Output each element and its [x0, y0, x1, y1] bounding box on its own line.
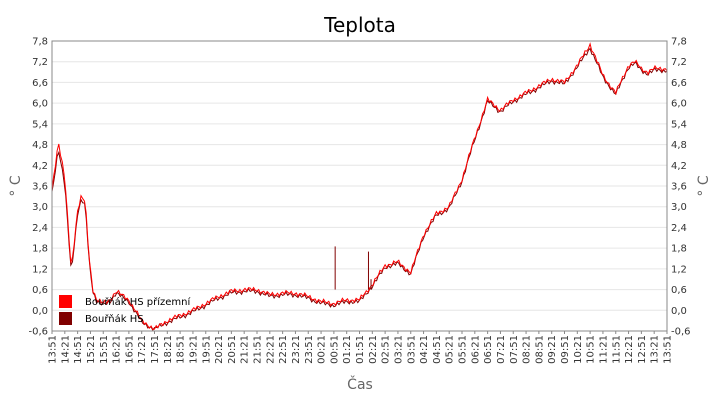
y-tick-label-right: 5,4: [671, 119, 687, 130]
x-axis-label: Čas: [347, 375, 373, 393]
y-tick-label-right: 7,2: [671, 57, 687, 68]
x-tick-label: 08:51: [534, 335, 545, 364]
y-tick-label-right: 3,6: [671, 182, 687, 193]
x-tick-label: 12:51: [637, 335, 648, 364]
x-tick-label: 03:51: [406, 335, 417, 364]
y-tick-label-left: 3,0: [32, 202, 48, 213]
x-tick-label: 15:21: [86, 335, 97, 364]
y-tick-label-right: -0,6: [671, 327, 691, 338]
y-tick-label-left: -0,6: [28, 327, 48, 338]
x-tick-label: 14:51: [73, 335, 84, 364]
legend-label: Bouřňák HS přízemní: [85, 296, 191, 308]
x-tick-label: 14:21: [60, 335, 71, 364]
y-tick-label-right: 6,0: [671, 99, 687, 110]
x-tick-label: 16:51: [124, 335, 135, 364]
grid: [52, 40, 667, 332]
y-tick-label-left: 0,6: [32, 285, 48, 296]
x-tick-label: 18:51: [176, 335, 187, 364]
x-tick-label: 15:51: [99, 335, 110, 364]
legend-swatch: [59, 312, 72, 325]
y-tick-label-right: 6,6: [671, 78, 687, 89]
x-tick-label: 13:21: [650, 335, 661, 364]
series-group: [51, 42, 668, 332]
x-tick-label: 11:21: [598, 335, 609, 364]
x-tick-label: 20:21: [214, 335, 225, 364]
x-tick-label: 04:51: [432, 335, 443, 364]
x-tick-label: 13:51: [48, 335, 59, 364]
series-line: [51, 42, 668, 330]
x-tick-label: 05:21: [445, 335, 456, 364]
x-tick-label: 21:51: [253, 335, 264, 364]
x-tick-label: 07:51: [509, 335, 520, 364]
y-tick-label-right: 7,8: [671, 37, 687, 48]
x-ticks: 13:51 14:21 14:51 15:21 15:51 16:21 16:51 17:21…: [48, 331, 674, 364]
x-tick-label: 09:21: [547, 335, 558, 364]
x-tick-label: 07:21: [496, 335, 507, 364]
x-tick-label: 06:21: [470, 335, 481, 364]
x-tick-label: 05:51: [458, 335, 469, 364]
y-axis-label-left: ° C: [8, 175, 24, 196]
y-tick-label-left: 7,2: [32, 57, 48, 68]
x-tick-label: 06:51: [483, 335, 494, 364]
x-tick-label: 00:51: [329, 335, 340, 364]
y-tick-label-right: 3,0: [671, 202, 687, 213]
y-tick-label-right: 2,4: [671, 223, 687, 234]
x-tick-label: 20:51: [227, 335, 238, 364]
y-tick-label-left: 6,6: [32, 78, 48, 89]
series-line: [51, 47, 668, 332]
x-tick-label: 03:21: [393, 335, 404, 364]
y-tick-label-left: 7,8: [32, 37, 48, 48]
x-tick-label: 23:21: [291, 335, 302, 364]
x-tick-label: 02:51: [381, 335, 392, 364]
y-tick-label-left: 5,4: [32, 119, 48, 130]
y-tick-label-left: 6,0: [32, 99, 48, 110]
x-tick-label: 22:21: [265, 335, 276, 364]
x-tick-label: 19:51: [201, 335, 212, 364]
y-tick-label-left: 4,8: [32, 140, 48, 151]
y-tick-label-left: 2,4: [32, 223, 48, 234]
x-tick-label: 01:21: [342, 335, 353, 364]
y-tick-label-left: 3,6: [32, 182, 48, 193]
x-tick-label: 01:51: [355, 335, 366, 364]
y-tick-label-right: 1,8: [671, 244, 687, 255]
legend-swatch: [59, 295, 72, 308]
y-tick-label-right: 4,8: [671, 140, 687, 151]
x-tick-label: 08:21: [522, 335, 533, 364]
legend: Bouřňák HS přízemní Bouřňák HS: [59, 295, 191, 325]
x-tick-label: 21:21: [240, 335, 251, 364]
y-tick-label-right: 1,2: [671, 264, 687, 275]
chart-title: Teplota: [323, 13, 396, 37]
y-tick-label-right: 0,0: [671, 306, 687, 317]
x-tick-label: 00:21: [317, 335, 328, 364]
x-tick-label: 12:21: [624, 335, 635, 364]
x-tick-label: 10:51: [586, 335, 597, 364]
y-tick-label-right: 0,6: [671, 285, 687, 296]
x-tick-label: 11:51: [611, 335, 622, 364]
x-tick-label: 19:21: [188, 335, 199, 364]
y-axis-label-right: ° C: [696, 175, 712, 196]
legend-label: Bouřňák HS: [85, 313, 144, 325]
x-tick-label: 22:51: [278, 335, 289, 364]
x-tick-label: 02:21: [368, 335, 379, 364]
x-tick-label: 17:21: [137, 335, 148, 364]
x-tick-label: 10:21: [573, 335, 584, 364]
y-tick-label-left: 4,2: [32, 161, 48, 172]
y-tick-label-left: 1,2: [32, 264, 48, 275]
x-tick-label: 23:51: [304, 335, 315, 364]
x-tick-label: 18:21: [163, 335, 174, 364]
x-tick-label: 16:21: [112, 335, 123, 364]
x-tick-label: 17:51: [150, 335, 161, 364]
y-tick-label-left: 1,8: [32, 244, 48, 255]
y-tick-label-left: 0,0: [32, 306, 48, 317]
x-tick-label: 04:21: [419, 335, 430, 364]
x-tick-label: 09:51: [560, 335, 571, 364]
y-ticks: 7,8 7,8 7,2 7,2 6,6 6,6 6,0 6,0 5,4 5,4 4,8 4,8 4,2 4…: [28, 37, 690, 338]
x-tick-label: 13:51: [663, 335, 674, 364]
y-tick-label-right: 4,2: [671, 161, 687, 172]
